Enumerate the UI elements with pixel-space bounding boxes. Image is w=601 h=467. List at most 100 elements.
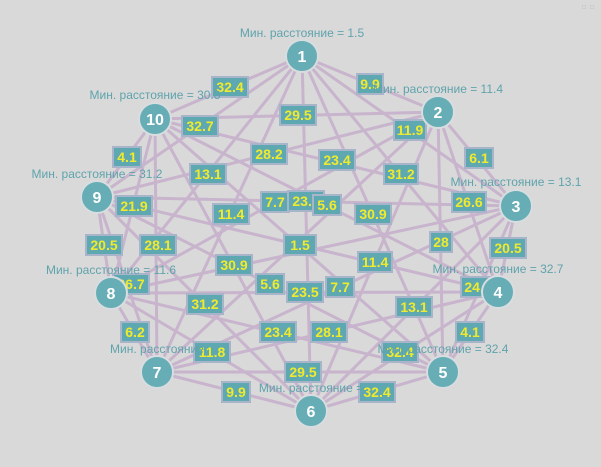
- edge-weight-label: 13.1: [395, 296, 433, 318]
- svg-text:1.5: 1.5: [290, 237, 310, 253]
- edge-weight-label: 5.6: [255, 273, 285, 295]
- edge-weight-label: 31.2: [383, 163, 419, 185]
- edge-weight-label: 32.4: [358, 381, 396, 403]
- edge-weight-label: 11.8: [193, 341, 231, 363]
- svg-text:6.1: 6.1: [469, 150, 489, 166]
- svg-text:10: 10: [146, 112, 164, 129]
- graph-node-9[interactable]: 9: [80, 180, 114, 214]
- graph-node-3[interactable]: 3: [499, 189, 533, 223]
- svg-text:31.2: 31.2: [387, 166, 414, 182]
- node-6-distance: Мин. расстояние =: [259, 381, 363, 395]
- svg-text:8: 8: [107, 286, 116, 303]
- edge-weight-label: 6.1: [464, 147, 494, 169]
- edge-weight-label: 28.1: [310, 321, 348, 343]
- edge-weight-label: 29.5: [279, 104, 317, 126]
- graph-node-5[interactable]: 5: [426, 355, 460, 389]
- graph-node-4[interactable]: 4: [481, 275, 515, 309]
- svg-text:6: 6: [307, 404, 316, 421]
- edge-weight-label: 28.2: [250, 143, 288, 165]
- svg-text:5.6: 5.6: [317, 197, 337, 213]
- edge-weight-label: 13.1: [189, 163, 227, 185]
- edge-weight-label: 28.1: [139, 234, 177, 256]
- nodes-layer: 1 2 3 4 5 6 7 8 9 10: [80, 39, 533, 428]
- node-10-distance: Мин. расстояние = 30.8: [90, 88, 221, 102]
- graph-node-1[interactable]: 1: [285, 39, 319, 73]
- svg-text:2: 2: [434, 105, 443, 122]
- window-controls-icon: ▫ ▫: [581, 2, 595, 11]
- svg-text:32.4: 32.4: [363, 384, 390, 400]
- svg-text:7.7: 7.7: [330, 279, 350, 295]
- node-4-distance: Мин. расстояние = 32.7: [433, 262, 564, 276]
- graph-node-2[interactable]: 2: [421, 95, 455, 129]
- svg-text:9.9: 9.9: [226, 384, 246, 400]
- edge-weight-label: 20.5: [489, 237, 527, 259]
- svg-text:7.7: 7.7: [265, 194, 285, 210]
- svg-text:28.2: 28.2: [255, 146, 282, 162]
- svg-text:5.6: 5.6: [260, 276, 280, 292]
- edge-weight-label: 32.4: [211, 76, 249, 98]
- svg-text:11.8: 11.8: [199, 344, 226, 360]
- edge-weight-label: 7.7: [260, 191, 290, 213]
- node-8-distance: Мин. расстояние = 11.6: [46, 263, 176, 277]
- edge-weight-label: 11.9: [393, 119, 427, 141]
- svg-text:11.4: 11.4: [362, 254, 389, 270]
- node-2-distance: Мин. расстояние = 11.4: [373, 82, 503, 96]
- svg-text:28.1: 28.1: [315, 324, 342, 340]
- node-5-distance: Мин. расстояние = 32.4: [378, 342, 509, 356]
- svg-text:4.1: 4.1: [460, 324, 480, 340]
- svg-text:20.5: 20.5: [90, 237, 117, 253]
- svg-text:23.4: 23.4: [264, 324, 291, 340]
- edge-weight-label: 9.9: [356, 73, 384, 95]
- svg-text:29.5: 29.5: [289, 364, 316, 380]
- edge-weight-label: 31.2: [186, 293, 224, 315]
- svg-text:29.5: 29.5: [284, 107, 311, 123]
- svg-text:26.6: 26.6: [455, 194, 482, 210]
- node-3-distance: Мин. расстояние = 13.1: [451, 175, 582, 189]
- graph-node-10[interactable]: 10: [138, 102, 172, 136]
- svg-text:31.2: 31.2: [191, 296, 218, 312]
- edge-weight-label: 11.4: [212, 203, 250, 225]
- edge-weight-label: 1.5: [283, 234, 317, 256]
- svg-text:23.4: 23.4: [323, 152, 350, 168]
- svg-text:13.1: 13.1: [194, 166, 221, 182]
- edge-weight-label: 32.4: [381, 341, 419, 363]
- edge-weight-label: 9.9: [221, 381, 251, 403]
- edge-weight-label: 4.1: [112, 146, 142, 168]
- edge-weight-label: 7.7: [325, 276, 355, 298]
- svg-text:6.2: 6.2: [125, 324, 145, 340]
- graph-node-8[interactable]: 8: [94, 276, 128, 310]
- edge-weight-label: 23.5: [286, 281, 324, 303]
- svg-text:11.9: 11.9: [397, 122, 424, 138]
- edge-weight-label: 4.1: [455, 321, 485, 343]
- svg-text:20.5: 20.5: [494, 240, 521, 256]
- svg-text:5: 5: [439, 365, 448, 382]
- svg-text:23.5: 23.5: [291, 284, 318, 300]
- svg-text:11.4: 11.4: [218, 206, 245, 222]
- edge-weight-label: 30.9: [354, 203, 392, 225]
- edge-weights-layer: 32.4 9.9 32.7 29.5 11.9 6.1 4.1 28.2 23.…: [85, 73, 527, 403]
- svg-text:4: 4: [494, 285, 503, 302]
- graph-node-6[interactable]: 6: [294, 394, 328, 428]
- edge-weight-label: 6.2: [120, 321, 150, 343]
- svg-text:28.1: 28.1: [144, 237, 171, 253]
- node-9-distance: Мин. расстояние = 31.2: [32, 167, 163, 181]
- svg-text:21.9: 21.9: [120, 198, 147, 214]
- edge-weight-label: 32.7: [181, 115, 219, 137]
- svg-text:30.9: 30.9: [220, 257, 247, 273]
- edge-weight-label: 20.5: [85, 234, 123, 256]
- graph-node-7[interactable]: 7: [140, 355, 174, 389]
- svg-text:9: 9: [93, 190, 102, 207]
- edge-weight-label: 28: [429, 231, 453, 253]
- distance-labels-layer: Мин. расстояние = 1.5 Мин. расстояние = …: [32, 26, 582, 395]
- edge-weight-label: 23.4: [318, 149, 356, 171]
- svg-text:1: 1: [298, 49, 307, 66]
- edge-weight-label: 5.6: [312, 194, 342, 216]
- node-1-distance: Мин. расстояние = 1.5: [240, 26, 365, 40]
- svg-text:30.9: 30.9: [359, 206, 386, 222]
- svg-text:13.1: 13.1: [400, 299, 427, 315]
- svg-text:32.7: 32.7: [186, 118, 213, 134]
- svg-text:32.4: 32.4: [386, 344, 413, 360]
- svg-text:4.1: 4.1: [117, 149, 137, 165]
- svg-text:28: 28: [433, 234, 449, 250]
